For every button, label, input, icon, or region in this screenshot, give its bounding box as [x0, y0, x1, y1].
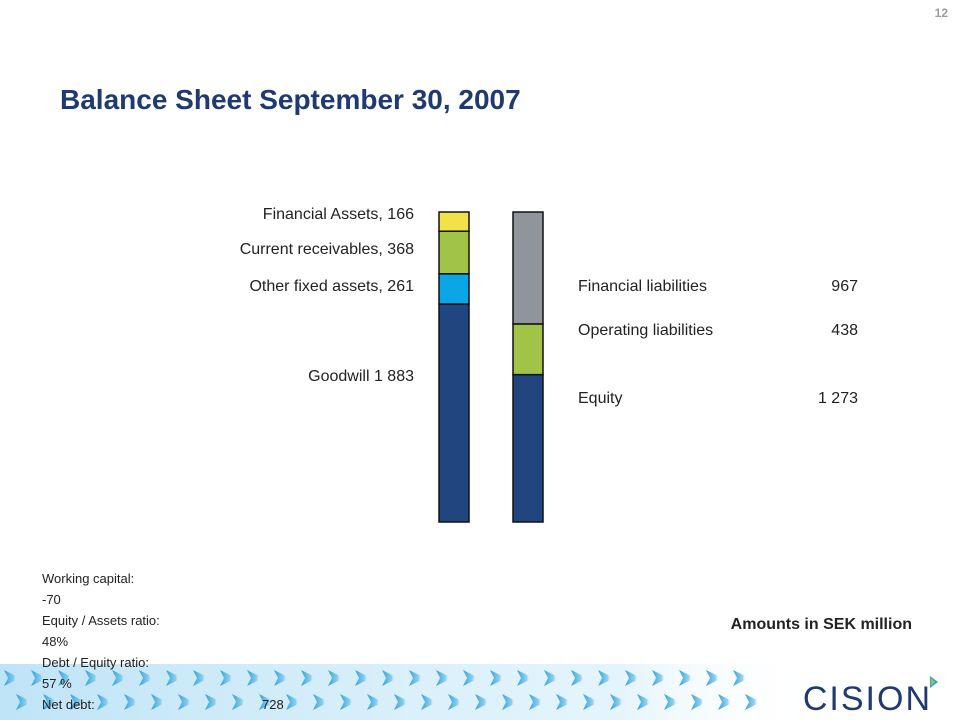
- banner-arrow-icon: [4, 670, 20, 686]
- banner-arrow-icon: [529, 694, 545, 710]
- kpi-working-capital-value: -70: [42, 592, 61, 607]
- bar-segment-financial-liabilities: [512, 211, 544, 325]
- bar-segment-goodwill: [438, 303, 470, 523]
- banner-arrow-icon: [448, 694, 464, 710]
- banner-arrow-icon: [31, 670, 47, 686]
- kpi-debt-equity-value: 57 %: [42, 676, 72, 691]
- banner-arrow-icon: [718, 694, 734, 710]
- banner-arrow-icon: [340, 694, 356, 710]
- banner-arrow-icon: [652, 670, 668, 686]
- banner-arrow-icon: [394, 694, 410, 710]
- banner-arrow-icon: [139, 670, 155, 686]
- banner-arrow-icon: [259, 694, 275, 710]
- kpi-net-debt-value: 728: [262, 697, 284, 712]
- value-financial-liabilities: 967: [831, 278, 858, 295]
- label-financial-liabilities: Financial liabilities: [578, 278, 707, 295]
- page-title: Balance Sheet September 30, 2007: [60, 84, 521, 115]
- label-equity: Equity: [578, 390, 623, 407]
- banner-arrow-icon: [571, 670, 587, 686]
- kpi-net-debt-label: Net debt:: [42, 697, 95, 712]
- banner-arrow-icon: [193, 670, 209, 686]
- banner-arrow-icon: [70, 694, 86, 710]
- cision-logo: CISION: [802, 680, 932, 718]
- banner-arrow-icon: [733, 670, 749, 686]
- banner-arrow-icon: [502, 694, 518, 710]
- banner-arrow-icon: [112, 670, 128, 686]
- banner-arrow-icon: [421, 694, 437, 710]
- banner-arrow-icon: [124, 694, 140, 710]
- liabilities-bar: [512, 211, 544, 523]
- banner-arrow-icon: [355, 670, 371, 686]
- banner-arrow-icon: [691, 694, 707, 710]
- banner-arrow-icon: [490, 670, 506, 686]
- banner-arrow-icon: [664, 694, 680, 710]
- banner-arrow-icon: [610, 694, 626, 710]
- banner-arrow-icon: [178, 694, 194, 710]
- kpi-block: Working capital: -70 Equity / Assets rat…: [42, 568, 302, 715]
- banner-arrow-icon: [463, 670, 479, 686]
- banner-arrow-icon: [97, 694, 113, 710]
- logo-arrow-icon: [930, 676, 938, 688]
- banner-arrow-icon: [286, 694, 302, 710]
- banner-arrow-icon: [679, 670, 695, 686]
- banner-arrow-icon: [583, 694, 599, 710]
- page-number: 12: [934, 6, 948, 20]
- bar-segment-other-fixed-assets: [438, 273, 470, 305]
- label-current-receivables: Current receivables, 368: [239, 241, 414, 258]
- banner-arrow-icon: [247, 670, 263, 686]
- banner-arrow-icon: [745, 694, 761, 710]
- kpi-net-debt-row: Net debt: 728: [42, 694, 302, 715]
- label-other-fixed-assets: Other fixed assets, 261: [249, 278, 414, 295]
- banner-arrow-icon: [205, 694, 221, 710]
- banner-arrow-icon: [301, 670, 317, 686]
- banner-arrow-icon: [58, 670, 74, 686]
- banner-arrow-icon: [637, 694, 653, 710]
- banner-arrow-icon: [232, 694, 248, 710]
- banner-arrow-icon: [556, 694, 572, 710]
- assets-bar: [438, 211, 470, 523]
- decorative-banner: [0, 664, 960, 720]
- bar-segment-financial-assets: [438, 211, 470, 232]
- banner-arrow-icon: [328, 670, 344, 686]
- banner-arrow-icon: [85, 670, 101, 686]
- bar-segment-equity: [512, 373, 544, 523]
- value-operating-liabilities: 438: [831, 322, 858, 339]
- banner-arrow-icon: [367, 694, 383, 710]
- banner-arrow-icon: [151, 694, 167, 710]
- value-equity: 1 273: [817, 390, 858, 407]
- banner-arrow-icon: [409, 670, 425, 686]
- banner-arrow-icon: [16, 694, 32, 710]
- label-operating-liabilities: Operating liabilities: [578, 322, 714, 339]
- banner-arrow-icon: [43, 694, 59, 710]
- banner-arrow-icon: [382, 670, 398, 686]
- kpi-equity-assets-label: Equity / Assets ratio:: [42, 613, 160, 628]
- banner-arrow-icon: [436, 670, 452, 686]
- banner-arrow-icon: [544, 670, 560, 686]
- banner-arrow-icon: [166, 670, 182, 686]
- bar-segment-operating-liabilities: [512, 323, 544, 376]
- banner-arrow-icon: [313, 694, 329, 710]
- kpi-equity-assets-value: 48%: [42, 634, 69, 649]
- label-financial-assets: Financial Assets, 166: [262, 206, 414, 223]
- banner-arrow-icon: [706, 670, 722, 686]
- banner-arrow-icon: [598, 670, 614, 686]
- banner-arrow-icon: [220, 670, 236, 686]
- kpi-debt-equity-label: Debt / Equity ratio:: [42, 655, 149, 670]
- kpi-working-capital-label: Working capital:: [42, 571, 135, 586]
- label-goodwill: Goodwill 1 883: [308, 368, 414, 385]
- banner-arrow-icon: [475, 694, 491, 710]
- amounts-note: Amounts in SEK million: [730, 616, 912, 633]
- banner-arrow-icon: [625, 670, 641, 686]
- bar-segment-current-receivables: [438, 230, 470, 275]
- banner-arrow-icon: [517, 670, 533, 686]
- banner-arrow-icon: [274, 670, 290, 686]
